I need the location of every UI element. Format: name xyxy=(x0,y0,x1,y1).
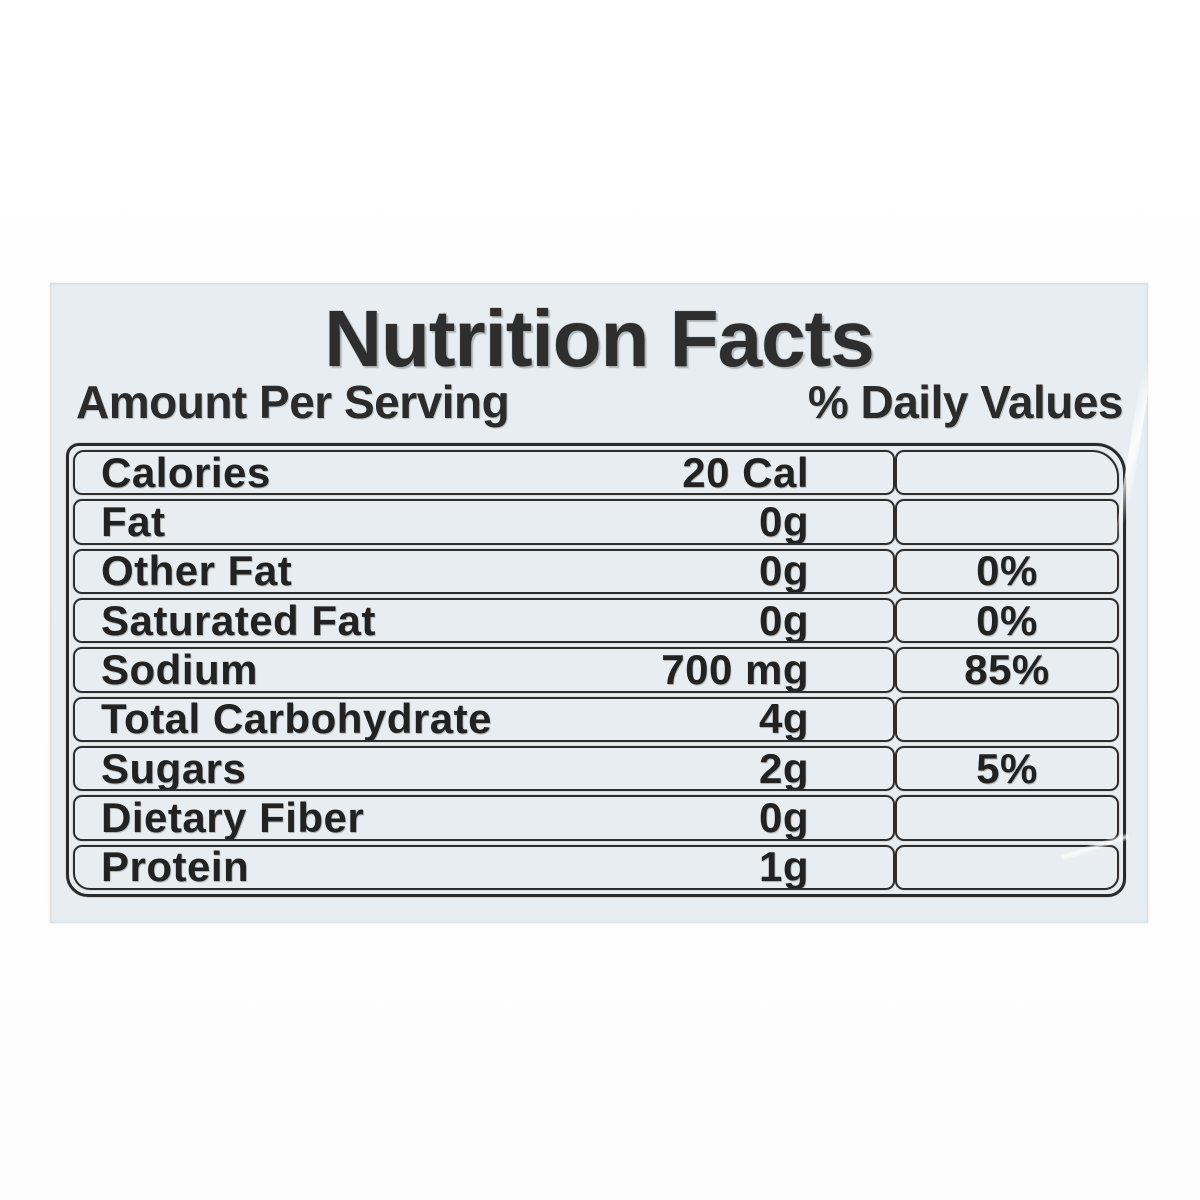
table-row-left-cell: Other Fat 0g xyxy=(73,548,895,594)
table-row-left-cell: Protein 1g xyxy=(73,844,895,890)
table-row-percent-cell xyxy=(895,844,1119,890)
facts-table: Calories 20 Cal Fat 0g Other Fat 0g 0% S… xyxy=(66,443,1126,897)
table-row-percent-cell xyxy=(895,696,1119,742)
table-row-left-cell: Total Carbohydrate 4g xyxy=(73,696,895,742)
nutrition-facts-title: Nutrition Facts xyxy=(324,294,874,383)
nutrient-value: 0g xyxy=(758,795,809,841)
nutrient-percent: 0% xyxy=(976,597,1038,644)
nutrient-value: 0g xyxy=(758,548,809,594)
table-row-percent-cell xyxy=(895,499,1119,545)
nutrient-value: 20 Cal xyxy=(682,450,809,496)
nutrient-name: Saturated Fat xyxy=(101,597,376,644)
table-row-left-cell: Calories 20 Cal xyxy=(73,450,895,496)
nutrient-name: Sodium xyxy=(101,647,258,693)
table-row-percent-cell xyxy=(895,795,1119,841)
nutrient-name: Calories xyxy=(101,450,271,496)
table-row-left-cell: Fat 0g xyxy=(73,499,895,545)
nutrient-name: Protein xyxy=(101,844,250,890)
table-row-left-cell: Sodium 700 mg xyxy=(73,647,895,693)
table-row-left-cell: Sugars 2g xyxy=(73,745,895,792)
amount-per-serving-header: Amount Per Serving xyxy=(76,376,510,428)
table-row-left-cell: Saturated Fat 0g xyxy=(73,597,895,644)
nutrient-value: 1g xyxy=(758,844,809,890)
nutrient-value: 0g xyxy=(758,597,809,644)
nutrition-label: Nutrition Facts Amount Per Serving % Dai… xyxy=(50,283,1157,923)
table-row-percent-cell xyxy=(895,450,1119,496)
table-row-percent-cell: 5% xyxy=(895,745,1119,792)
nutrient-percent: 5% xyxy=(976,745,1038,792)
table-row-percent-cell: 85% xyxy=(895,647,1119,693)
nutrient-value: 4g xyxy=(758,696,809,742)
nutrient-value: 0g xyxy=(758,499,809,545)
nutrient-percent: 0% xyxy=(976,548,1038,594)
nutrient-name: Fat xyxy=(101,499,166,545)
table-header-row: Amount Per Serving % Daily Values xyxy=(76,375,1124,429)
table-row-percent-cell: 0% xyxy=(895,548,1119,594)
table-row-left-cell: Dietary Fiber 0g xyxy=(73,795,895,841)
nutrient-value: 2g xyxy=(758,745,809,792)
nutrient-value: 700 mg xyxy=(661,647,809,693)
nutrient-name: Total Carbohydrate xyxy=(101,696,492,742)
nutrient-name: Sugars xyxy=(101,745,247,792)
facts-table-grid: Calories 20 Cal Fat 0g Other Fat 0g 0% S… xyxy=(73,450,1119,890)
nutrient-name: Dietary Fiber xyxy=(101,795,365,841)
nutrient-name: Other Fat xyxy=(101,548,293,594)
table-row-percent-cell: 0% xyxy=(895,597,1119,644)
daily-values-header: % Daily Values xyxy=(807,376,1124,428)
nutrient-percent: 85% xyxy=(964,647,1050,693)
